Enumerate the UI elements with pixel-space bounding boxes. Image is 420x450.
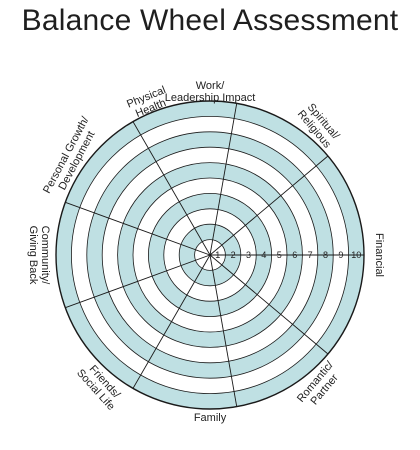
scale-label-4: 4 bbox=[261, 250, 266, 260]
scale-label-5: 5 bbox=[277, 250, 282, 260]
scale-label-9: 9 bbox=[338, 250, 343, 260]
segment-label-line: Giving Back bbox=[27, 226, 39, 285]
spoke-8 bbox=[65, 201, 211, 256]
spoke-1 bbox=[209, 103, 238, 256]
segment-label-line: Work/ bbox=[196, 80, 225, 92]
segment-label-1: Work/Leadership Impact bbox=[165, 80, 256, 104]
scale-label-8: 8 bbox=[323, 250, 328, 260]
segment-label-line: Community/ bbox=[39, 226, 51, 286]
spoke-7 bbox=[65, 254, 211, 309]
scale-label-6: 6 bbox=[292, 250, 297, 260]
scale-label-1: 1 bbox=[215, 250, 220, 260]
segment-label-7: Community/Giving Back bbox=[27, 226, 51, 286]
scale-label-3: 3 bbox=[246, 250, 251, 260]
spoke-6 bbox=[132, 254, 211, 389]
scale-label-7: 7 bbox=[308, 250, 313, 260]
spoke-9 bbox=[132, 121, 211, 256]
segment-label-line: Financial bbox=[373, 233, 385, 277]
spoke-4 bbox=[209, 254, 329, 355]
segment-label-3: Financial bbox=[373, 233, 385, 277]
segment-label-line: Family bbox=[194, 412, 227, 424]
scale-label-2: 2 bbox=[231, 250, 236, 260]
page-title: Balance Wheel Assessment bbox=[21, 4, 399, 37]
segment-label-line: Leadership Impact bbox=[165, 92, 256, 104]
segment-label-5: Family bbox=[194, 412, 227, 424]
scale-label-10: 10 bbox=[351, 250, 361, 260]
spoke-5 bbox=[209, 254, 238, 407]
spoke-2 bbox=[209, 155, 329, 256]
